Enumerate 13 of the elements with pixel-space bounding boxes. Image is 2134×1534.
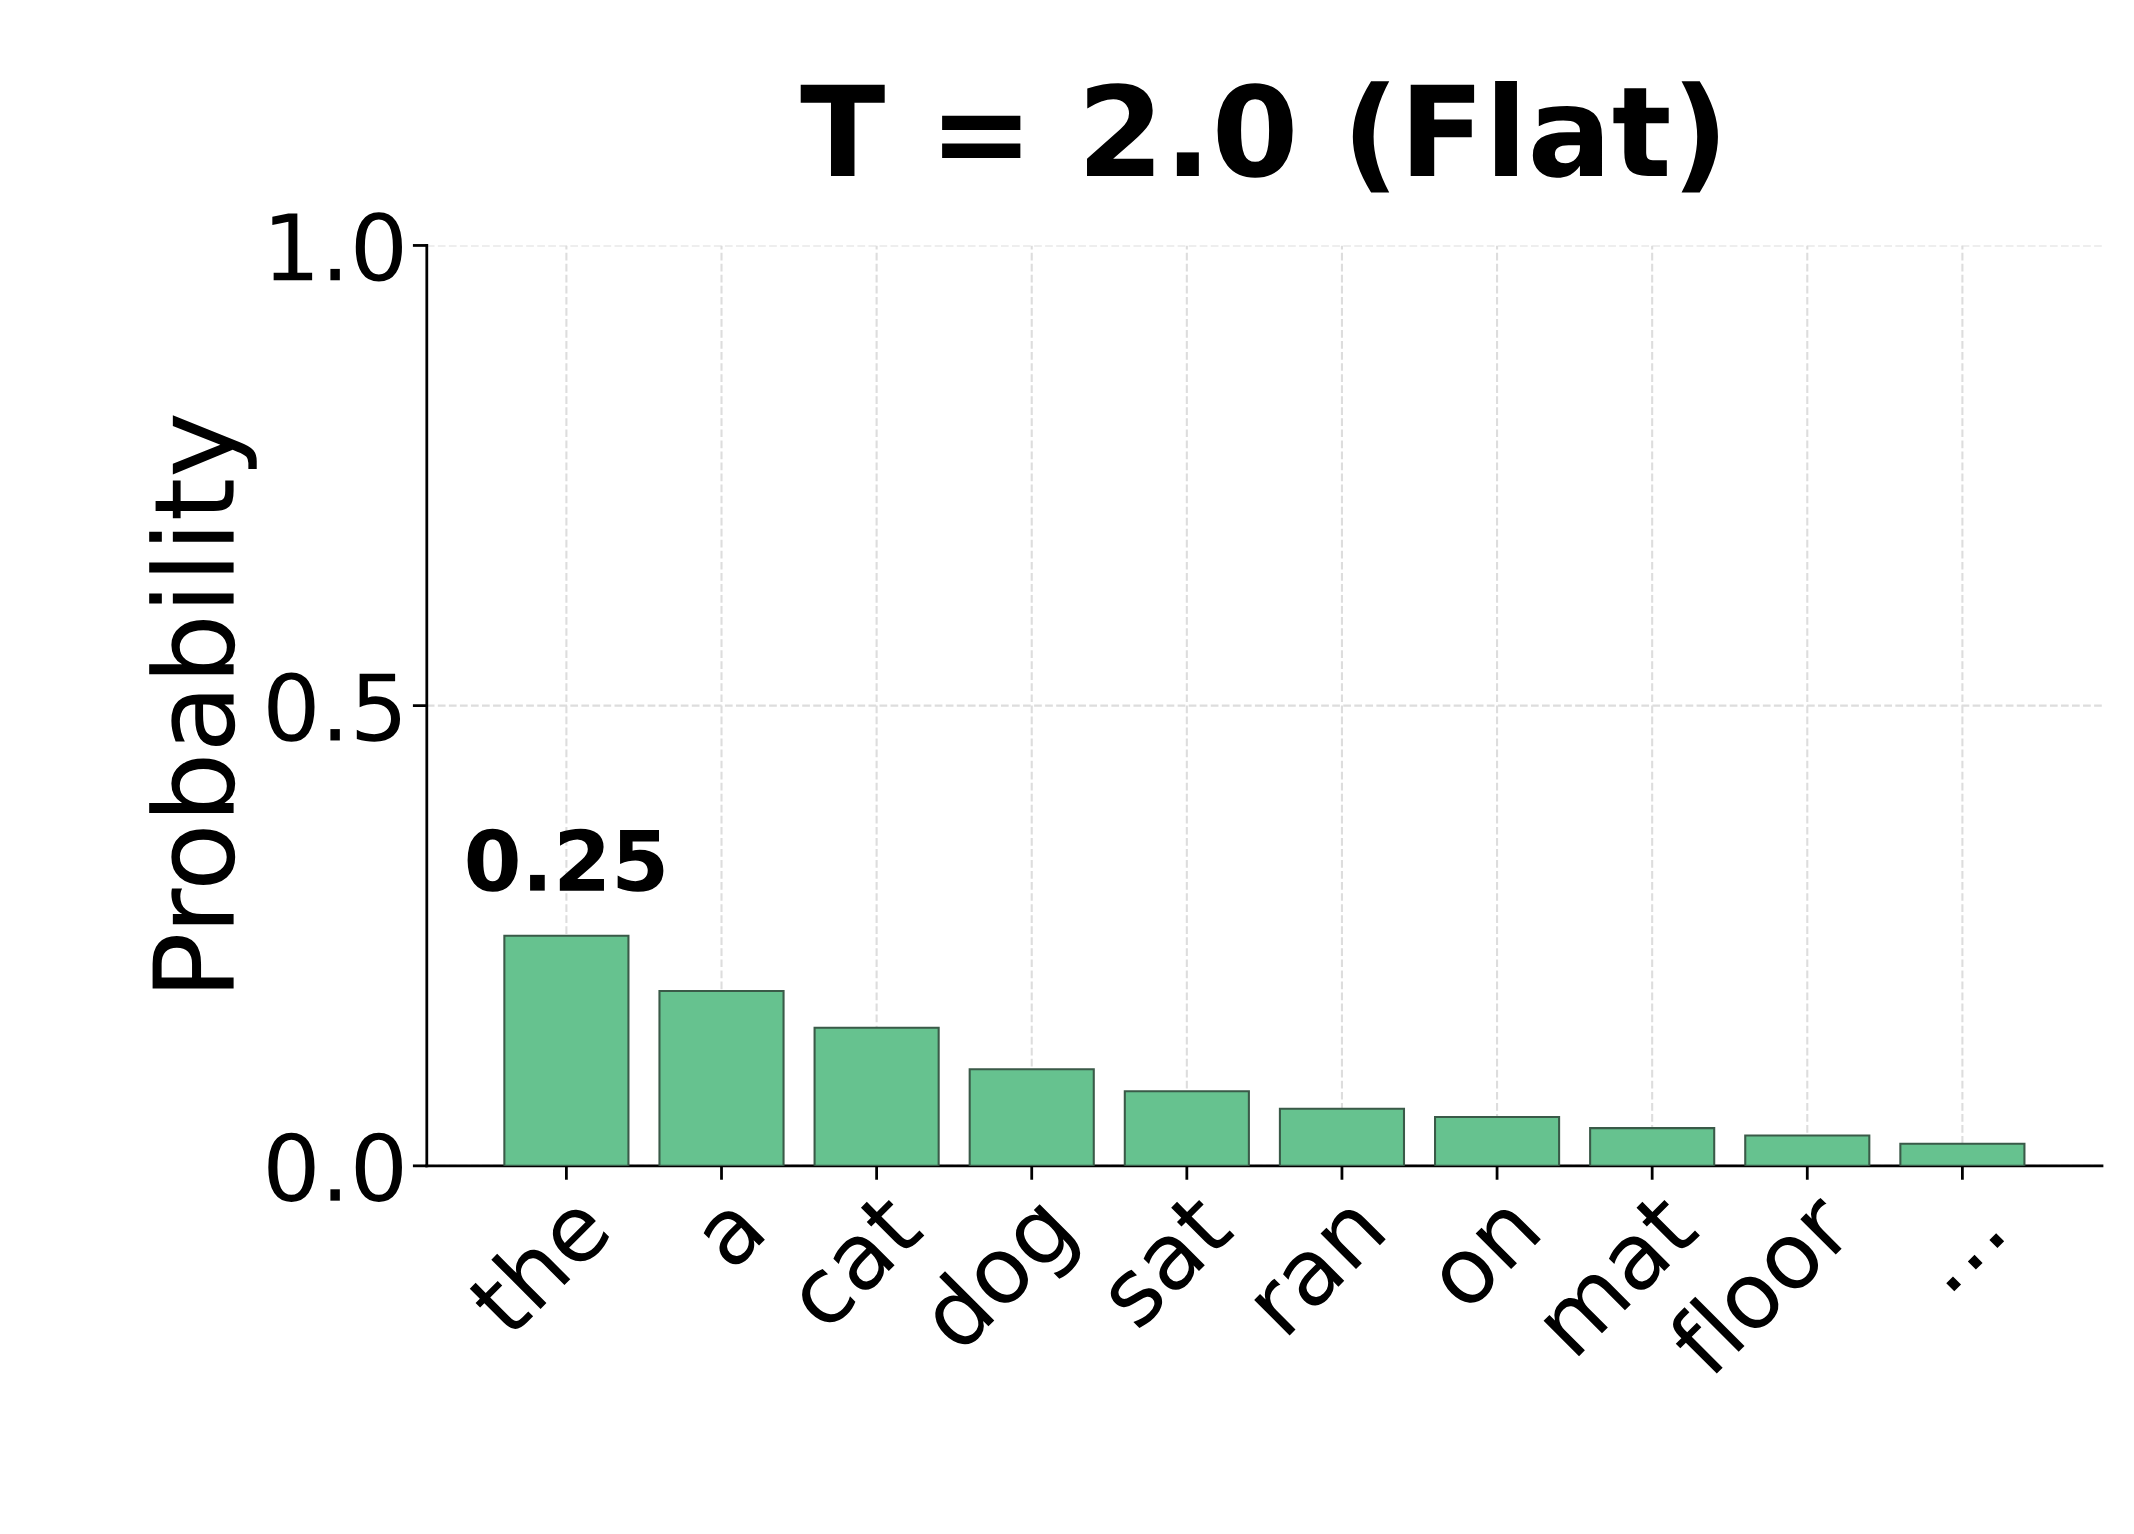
x-tick-label: the <box>461 1188 614 1340</box>
y-tick-label: 0.0 <box>268 1132 402 1202</box>
y-tick-label: 0.5 <box>268 672 401 742</box>
x-tick-label: on <box>1432 1203 1542 1312</box>
chart-title: T = 2.0 (Flat) <box>800 81 1718 193</box>
x-tick-label: sat <box>1095 1189 1236 1331</box>
x-tick-label: a <box>698 1203 766 1271</box>
x-tick-label: cat <box>783 1189 926 1332</box>
data-label: 0.25 <box>467 828 664 892</box>
x-tick-label: ran <box>1253 1203 1387 1337</box>
x-tick-label: … <box>1946 1233 2005 1292</box>
y-tick-label: 1.0 <box>272 212 402 282</box>
y-axis-title: Probability <box>149 415 257 989</box>
